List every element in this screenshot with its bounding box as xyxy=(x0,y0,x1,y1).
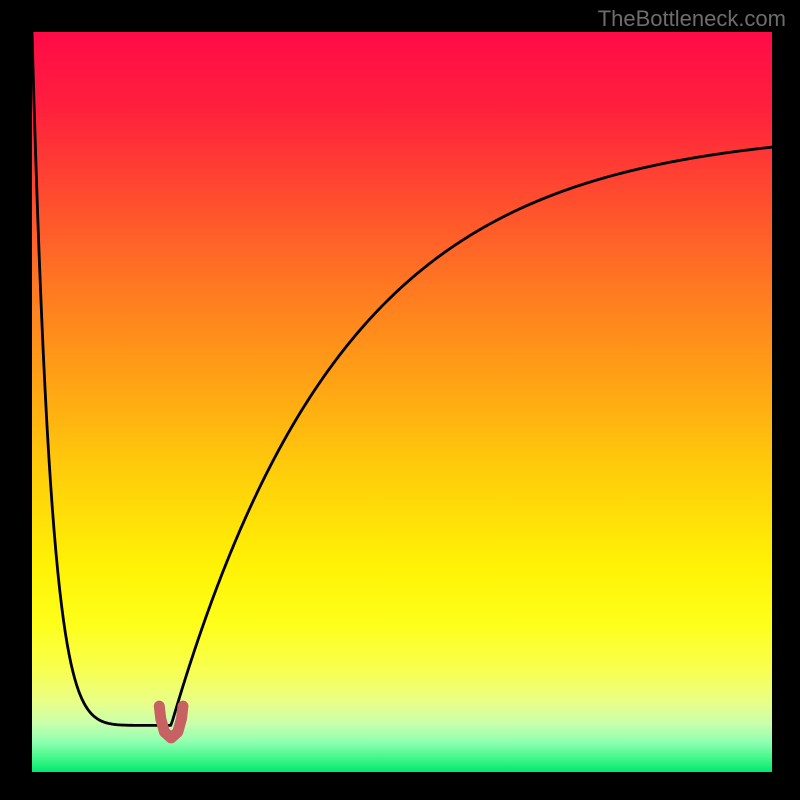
plot-area xyxy=(32,32,772,772)
gradient-background xyxy=(32,32,772,772)
plot-svg xyxy=(32,32,772,772)
figure-root: TheBottleneck.com xyxy=(0,0,800,800)
watermark-text: TheBottleneck.com xyxy=(598,6,786,32)
